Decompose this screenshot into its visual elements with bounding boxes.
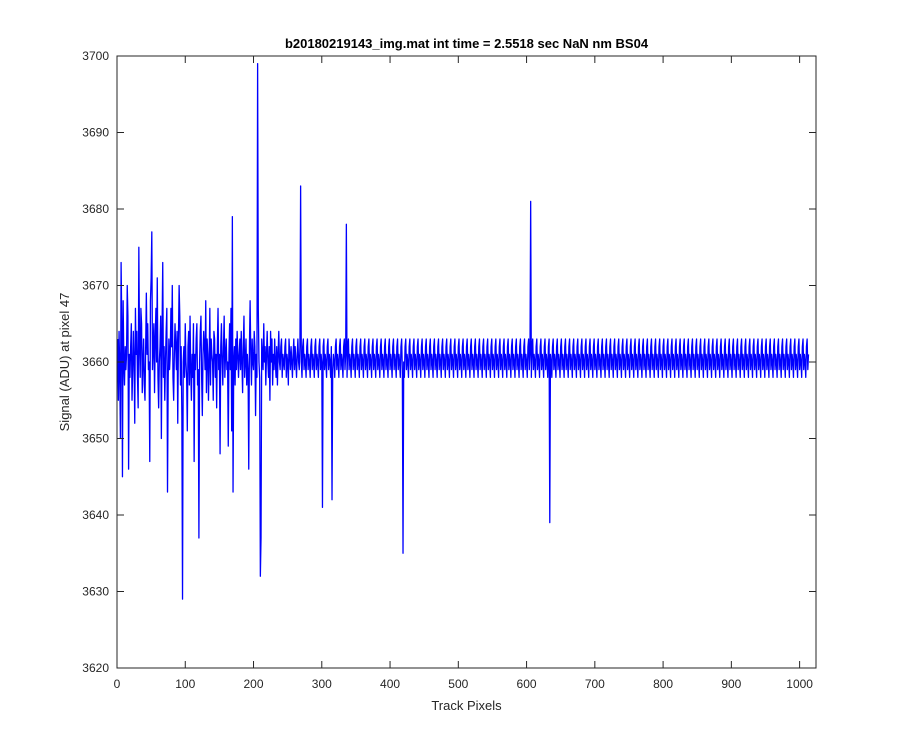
- plot-area-border: [116, 55, 817, 669]
- series-layer: [117, 63, 810, 600]
- chart-title: b20180219143_img.mat int time = 2.5518 s…: [285, 36, 649, 51]
- y-tick-label: 3700: [82, 49, 109, 63]
- y-tick-label: 3640: [82, 508, 109, 522]
- y-tick-label: 3630: [82, 585, 109, 599]
- y-tick-label: 3660: [82, 355, 109, 369]
- y-tick-label: 3650: [82, 432, 109, 446]
- x-tick-label: 500: [448, 677, 468, 691]
- tick-layer: 0 100 200 300 400 500 600 700 800 900 1000 3620 3630…: [82, 49, 816, 691]
- x-tick-label: 0: [114, 677, 121, 691]
- y-tick-label: 3670: [82, 279, 109, 293]
- y-tick-label: 3620: [82, 661, 109, 675]
- x-tick-label: 400: [380, 677, 400, 691]
- x-tick-label: 600: [517, 677, 537, 691]
- series-line-0: [117, 63, 810, 600]
- x-tick-label: 300: [312, 677, 332, 691]
- x-tick-label: 800: [653, 677, 673, 691]
- y-axis-title: Signal (ADU) at pixel 47: [57, 293, 72, 432]
- y-tick-label: 3690: [82, 126, 109, 140]
- x-tick-label: 100: [175, 677, 195, 691]
- x-tick-label: 700: [585, 677, 605, 691]
- x-tick-label: 900: [721, 677, 741, 691]
- x-tick-label: 1000: [786, 677, 813, 691]
- y-tick-label: 3680: [82, 202, 109, 216]
- x-tick-label: 200: [244, 677, 264, 691]
- x-axis-title: Track Pixels: [431, 698, 502, 713]
